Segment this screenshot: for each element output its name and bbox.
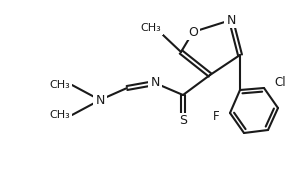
Text: CH₃: CH₃ [49, 80, 70, 90]
Text: O: O [188, 26, 198, 39]
Text: CH₃: CH₃ [140, 23, 161, 33]
Text: F: F [213, 111, 220, 123]
Text: N: N [226, 13, 236, 26]
Text: Cl: Cl [274, 77, 286, 90]
Text: N: N [95, 94, 105, 106]
Text: N: N [150, 77, 160, 90]
Text: S: S [179, 115, 187, 128]
Text: CH₃: CH₃ [49, 110, 70, 120]
